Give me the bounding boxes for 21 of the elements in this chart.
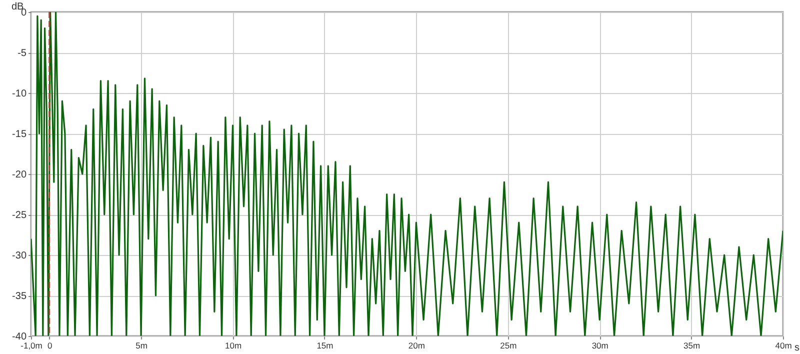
y-tick-label: -15 <box>12 129 27 140</box>
y-tick-label: -35 <box>12 291 27 302</box>
x-axis-title: s <box>794 342 800 354</box>
y-tick-label: -25 <box>12 210 27 221</box>
y-tick-label: -40 <box>12 332 27 342</box>
x-tick-label: 5m <box>136 340 148 350</box>
x-tick-label: 40m <box>775 340 792 350</box>
x-tick-label: 25m <box>500 340 517 350</box>
y-tick-label: -30 <box>12 250 27 262</box>
x-tick-label: 30m <box>592 340 608 350</box>
x-tick-label: 15m <box>316 340 334 350</box>
x-tick-label: -1,0m <box>20 340 42 350</box>
x-tick-label: 0 <box>47 340 52 350</box>
x-tick-label: 20m <box>408 340 425 350</box>
y-tick-label: 0 <box>20 8 27 18</box>
line-series <box>31 12 783 336</box>
x-tick-label: 35m <box>684 340 700 350</box>
x-tick-label: 10m <box>224 340 242 350</box>
y-tick-label: -10 <box>12 88 27 100</box>
y-tick-label: -20 <box>12 170 27 180</box>
y-tick-label: -5 <box>18 48 27 59</box>
